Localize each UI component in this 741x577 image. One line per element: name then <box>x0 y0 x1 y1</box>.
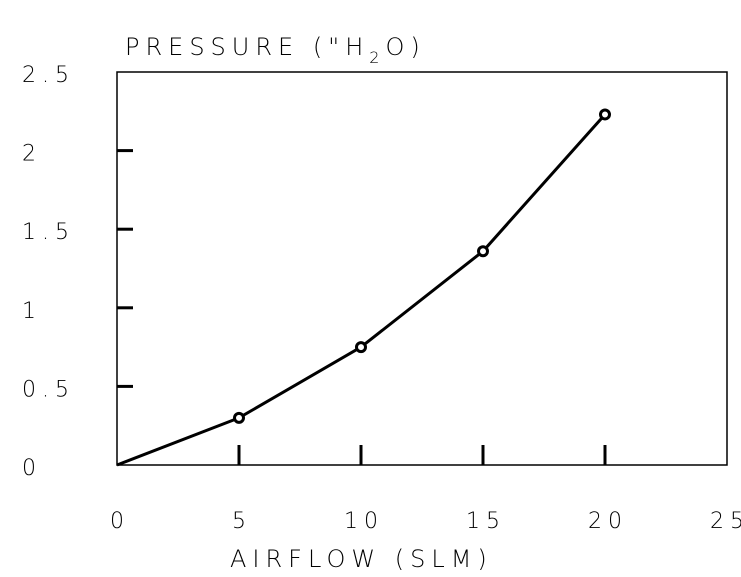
chart-title-subscript: 2 <box>369 48 385 67</box>
x-tick-label: 20 <box>588 509 628 534</box>
x-ticks: 0 5 10 15 20 25 <box>110 445 741 534</box>
x-axis-label: AIRFLOW (SLM) <box>230 545 493 573</box>
y-tick-label: 0.5 <box>22 377 75 402</box>
x-tick-label: 5 <box>232 509 252 534</box>
x-tick-label: 10 <box>344 509 384 534</box>
x-tick-label: 25 <box>710 509 741 534</box>
y-ticks: 0 0.5 1 1.5 2 2.5 <box>22 63 133 481</box>
y-tick-label: 2 <box>22 142 42 167</box>
x-tick-label: 0 <box>110 509 130 534</box>
chart-title: PRESSURE ("H2O) <box>125 33 426 67</box>
data-point <box>233 411 245 424</box>
data-point <box>477 245 489 258</box>
data-point <box>599 108 611 121</box>
y-tick-label: 0 <box>22 456 42 481</box>
plot-frame <box>116 71 728 466</box>
series-layer <box>116 108 611 467</box>
y-tick-label: 2.5 <box>22 63 75 88</box>
y-tick-label: 1.5 <box>22 220 75 245</box>
chart-title-end: O) <box>385 33 425 61</box>
y-tick-label: 1 <box>22 299 42 324</box>
series-line <box>116 113 607 467</box>
chart-title-main: PRESSURE ("H <box>125 33 369 61</box>
x-tick-label: 15 <box>466 509 506 534</box>
data-point <box>355 341 367 354</box>
